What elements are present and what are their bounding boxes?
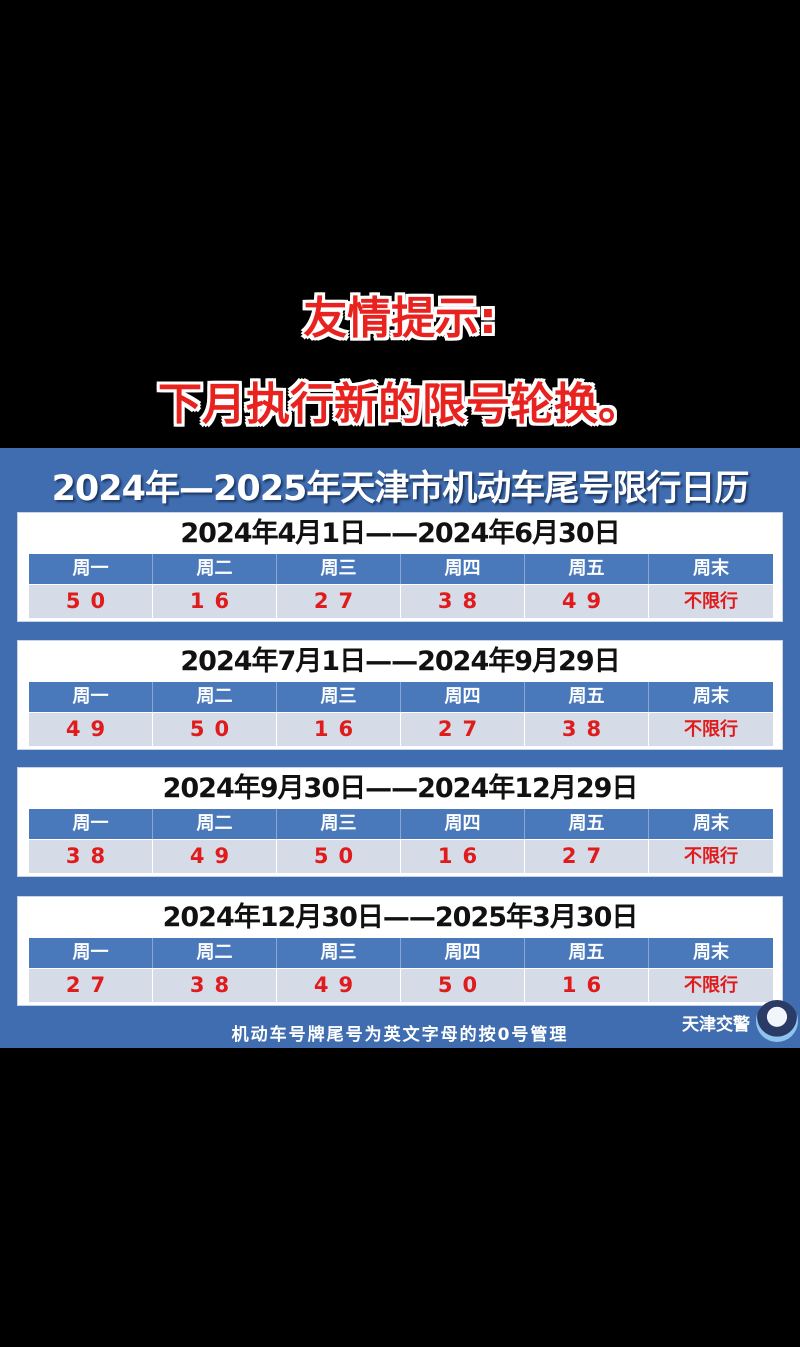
restricted-digits: 27 [277,585,401,618]
notice-line-1: 友情提示: [303,293,497,344]
period-range: 2024年4月1日——2024年6月30日 [180,518,620,549]
restricted-digits: 49 [29,713,153,746]
weekday-header: 周末 [693,942,729,963]
weekday-header: 周二 [153,554,277,584]
restricted-digits: 不限行 [684,975,738,996]
weekday-header-row: 周一 周二 周三 周四 周五 周末 [29,809,773,839]
weekday-header: 周一 [29,938,153,968]
restriction-row: 49 50 16 27 38 不限行 [29,713,773,746]
weekday-header: 周一 [29,554,153,584]
weekday-header: 周二 [153,682,277,712]
restriction-row: 27 38 49 50 16 不限行 [29,969,773,1002]
restricted-digits: 38 [153,969,277,1002]
period-range: 2024年12月30日——2025年3月30日 [162,902,639,933]
weekday-header: 周二 [153,938,277,968]
notice-line-2: 下月执行新的限号轮换。 [158,379,642,430]
restricted-digits: 不限行 [684,846,738,867]
panel-title: 2024年—2025年天津市机动车尾号限行日历 [51,469,750,509]
weekday-header-row: 周一 周二 周三 周四 周五 周末 [29,682,773,712]
weekday-header: 周末 [693,686,729,707]
restricted-digits: 38 [525,713,649,746]
restricted-digits: 不限行 [684,591,738,612]
restricted-digits: 16 [153,585,277,618]
weekday-header: 周五 [525,554,649,584]
weekday-header: 周四 [401,809,525,839]
calendar-panel: 2024年—2025年天津市机动车尾号限行日历 2024年4月1日——2024年… [0,448,800,1048]
weekday-header: 周五 [525,938,649,968]
police-mascot-avatar [756,1000,798,1042]
restricted-digits: 50 [29,585,153,618]
restricted-digits: 27 [401,713,525,746]
period-range: 2024年9月30日——2024年12月29日 [162,773,639,804]
restricted-digits: 16 [525,969,649,1002]
restricted-digits: 16 [401,840,525,873]
restricted-digits: 38 [29,840,153,873]
restriction-row: 38 49 50 16 27 不限行 [29,840,773,873]
weekday-header: 周二 [153,809,277,839]
period-card: 2024年9月30日——2024年12月29日 周一 周二 周三 周四 周五 周末 38 49 5… [17,767,783,877]
restricted-digits: 27 [525,840,649,873]
footer-note: 机动车号牌尾号为英文字母的按0号管理 [231,1025,569,1045]
weekday-header: 周四 [401,938,525,968]
period-card: 2024年7月1日——2024年9月29日 周一 周二 周三 周四 周五 周末 49 50 16 2… [17,640,783,750]
restricted-digits: 27 [29,969,153,1002]
restricted-digits: 16 [277,713,401,746]
restricted-digits: 不限行 [684,719,738,740]
weekday-header-row: 周一 周二 周三 周四 周五 周末 [29,554,773,584]
weekday-header: 周三 [277,682,401,712]
restricted-digits: 50 [401,969,525,1002]
weekday-header: 周四 [401,682,525,712]
weekday-header: 周一 [29,809,153,839]
weekday-header-row: 周一 周二 周三 周四 周五 周末 [29,938,773,968]
restricted-digits: 49 [277,969,401,1002]
weekday-header: 周三 [277,938,401,968]
restricted-digits: 50 [153,713,277,746]
restricted-digits: 49 [153,840,277,873]
period-card: 2024年12月30日——2025年3月30日 周一 周二 周三 周四 周五 周末 27 38 4… [17,896,783,1006]
restricted-digits: 50 [277,840,401,873]
restricted-digits: 49 [525,585,649,618]
weekday-header: 周三 [277,554,401,584]
weekday-header: 周五 [525,682,649,712]
weekday-header: 周末 [693,813,729,834]
restricted-digits: 38 [401,585,525,618]
weekday-header: 周一 [29,682,153,712]
period-range: 2024年7月1日——2024年9月29日 [180,646,620,677]
weekday-header: 周末 [693,558,729,579]
period-card: 2024年4月1日——2024年6月30日 周一 周二 周三 周四 周五 周末 50 16 27 3… [17,512,783,622]
weekday-header: 周五 [525,809,649,839]
weekday-header: 周三 [277,809,401,839]
brand-label: 天津交警 [682,1015,750,1035]
weekday-header: 周四 [401,554,525,584]
restriction-row: 50 16 27 38 49 不限行 [29,585,773,618]
